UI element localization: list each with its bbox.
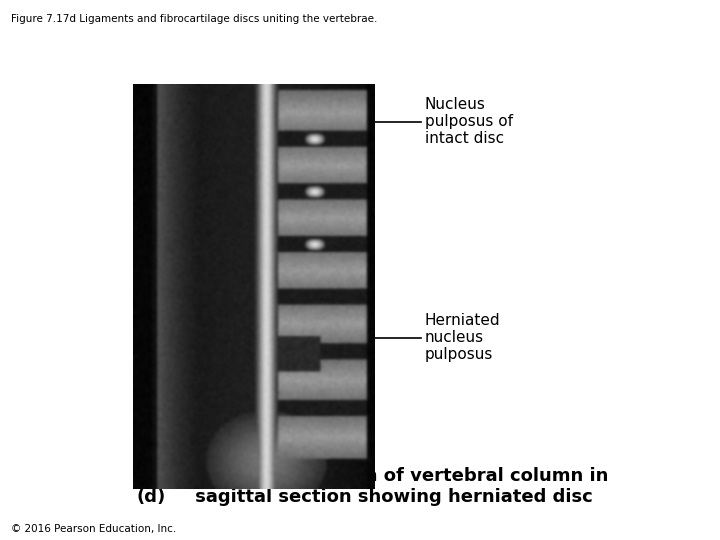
Text: (d): (d) bbox=[137, 488, 166, 506]
Text: © 2016 Pearson Education, Inc.: © 2016 Pearson Education, Inc. bbox=[11, 523, 176, 534]
Text: Nucleus
pulposus of
intact disc: Nucleus pulposus of intact disc bbox=[425, 97, 513, 146]
Text: MRI of lumbar region of vertebral column in
     sagittal section showing hernia: MRI of lumbar region of vertebral column… bbox=[164, 467, 608, 506]
Text: Herniated
nucleus
pulposus: Herniated nucleus pulposus bbox=[425, 313, 500, 362]
Text: Figure 7.17d Ligaments and fibrocartilage discs uniting the vertebrae.: Figure 7.17d Ligaments and fibrocartilag… bbox=[11, 14, 377, 24]
